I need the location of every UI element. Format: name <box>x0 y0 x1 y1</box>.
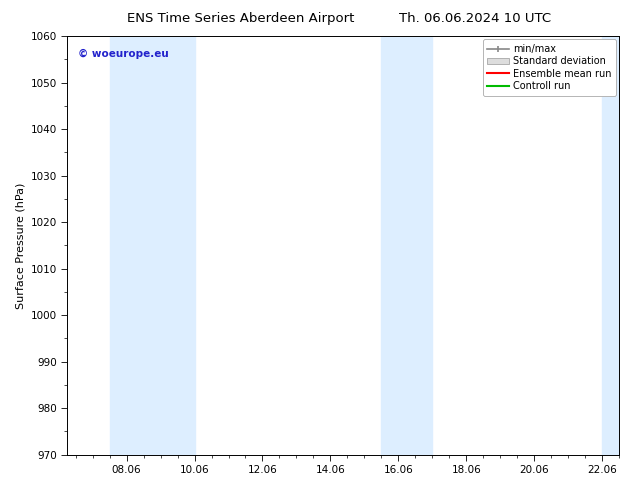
Y-axis label: Surface Pressure (hPa): Surface Pressure (hPa) <box>15 182 25 309</box>
Text: © woeurope.eu: © woeurope.eu <box>78 49 169 59</box>
Bar <box>381 36 432 455</box>
Bar <box>602 36 619 455</box>
Text: ENS Time Series Aberdeen Airport: ENS Time Series Aberdeen Airport <box>127 12 354 25</box>
Bar <box>110 36 195 455</box>
Legend: min/max, Standard deviation, Ensemble mean run, Controll run: min/max, Standard deviation, Ensemble me… <box>482 39 616 96</box>
Text: Th. 06.06.2024 10 UTC: Th. 06.06.2024 10 UTC <box>399 12 552 25</box>
